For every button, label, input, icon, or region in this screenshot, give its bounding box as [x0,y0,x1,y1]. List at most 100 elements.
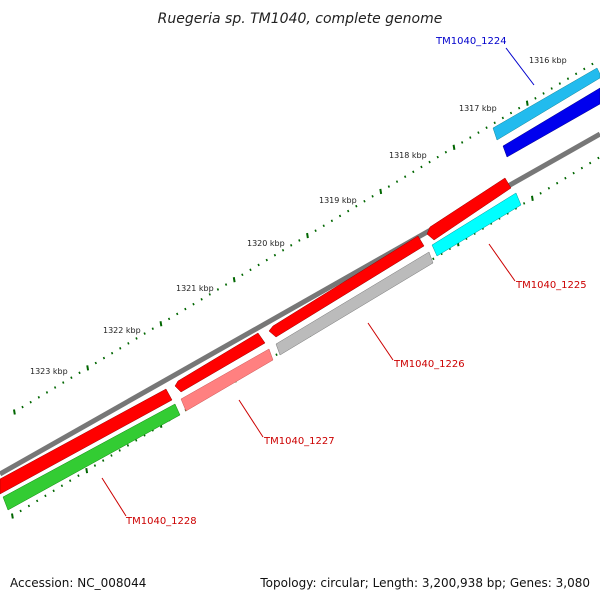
gene-1225-inner-strand[interactable] [431,192,522,257]
gene-1225-label: TM1040_1225 [515,280,587,291]
outer-ring-major-tick [159,321,163,327]
outer-ring-minor-tick [216,288,220,291]
inner-ring-minor-tick [19,509,22,513]
outer-ring-major-tick [452,144,456,150]
gene-tm1040-1226[interactable]: TM1040_1226 [268,235,465,370]
outer-ring-minor-tick [241,273,244,277]
outer-ring-minor-tick [135,337,138,340]
gene-1227-label: TM1040_1227 [263,436,335,447]
outer-ring-minor-tick [436,155,439,159]
outer-ring-minor-tick [37,395,40,399]
outer-ring-minor-tick [591,62,594,66]
outer-ring-minor-tick [184,307,187,311]
kbp-label-1316: 1316 kbp [529,56,567,65]
inner-ring-minor-tick [135,439,138,442]
outer-ring-minor-tick [461,141,464,144]
outer-ring-minor-tick [501,116,504,120]
outer-ring-minor-tick [45,391,49,394]
outer-ring-minor-tick [298,239,301,242]
outer-ring-minor-tick [21,405,24,409]
kbp-label-1319: 1319 kbp [319,196,357,205]
gene-1226-inner-strand[interactable] [275,251,434,356]
kbp-label-1320: 1320 kbp [247,239,285,248]
inner-ring-minor-tick [110,454,113,457]
outer-ring-major-tick [86,365,90,371]
gene-1227-pointer [238,399,264,438]
outer-ring-minor-tick [70,376,73,379]
outer-ring-minor-tick [420,165,423,169]
outer-ring-minor-tick [249,268,252,272]
map-title: Ruegeria sp. TM1040, complete genome [158,11,443,27]
inner-ring-minor-tick [126,444,130,447]
gene-tm1040-1225[interactable]: TM1040_1225 [426,177,587,291]
inner-ring-minor-tick [275,353,278,356]
outer-ring-minor-tick [574,72,578,76]
outer-ring-minor-tick [395,180,399,183]
inner-ring-minor-tick [589,161,592,165]
inner-ring-minor-tick [118,449,121,452]
gene-1226-pointer [367,322,394,361]
gene-1225-outer-strand[interactable] [426,177,512,241]
outer-ring-minor-tick [485,126,488,130]
gene-1226-label: TM1040_1226 [393,359,465,370]
inner-ring-minor-tick [597,156,600,160]
gene-1224-inner-strand[interactable] [502,87,600,158]
inner-ring-minor-tick [36,499,39,503]
outer-ring-minor-tick [566,77,570,81]
inner-ring-minor-tick [60,484,64,488]
gene-tm1040-1228[interactable]: TM1040_1228 [0,388,197,527]
inner-ring-major-tick [11,513,14,519]
topology-summary-text: Topology: circular; Length: 3,200,938 bp… [260,576,590,590]
outer-ring-minor-tick [127,342,130,345]
outer-ring-minor-tick [428,160,431,164]
outer-ring-minor-tick [273,253,277,257]
outer-ring-minor-tick [558,82,561,85]
gene-tm1040-1224[interactable]: TM1040_1224 [435,36,600,158]
outer-ring-minor-tick [493,121,496,125]
outer-ring-minor-tick [583,67,586,71]
outer-ring-major-tick [379,188,383,195]
inner-ring-minor-tick [52,489,55,493]
inner-ring-minor-tick [547,186,551,190]
inner-ring-minor-tick [432,257,435,261]
inner-ring-minor-tick [522,202,526,205]
gene-1224-pointer [505,47,535,86]
inner-ring-minor-tick [102,459,105,462]
outer-ring-minor-tick [314,229,317,232]
outer-ring-minor-tick [404,175,407,179]
outer-ring-minor-tick [151,327,154,330]
gene-1226-outer-strand[interactable] [268,235,425,338]
kbp-label-1318: 1318 kbp [389,151,427,160]
gene-1224-outer-strand[interactable] [492,67,600,141]
inner-ring-minor-tick [580,166,584,170]
gene-1227-outer-strand[interactable] [174,332,266,393]
outer-ring-major-tick [13,409,16,415]
gene-1225-pointer [488,243,516,282]
outer-ring-minor-tick [363,199,366,203]
gene-1228-outer-strand[interactable] [0,388,173,495]
outer-ring-minor-tick [281,248,285,252]
inner-ring-minor-tick [93,464,97,467]
gene-1228-label: TM1040_1228 [125,516,197,527]
outer-tick-ring [13,62,594,415]
outer-ring-major-tick [525,100,529,106]
outer-ring-minor-tick [330,219,334,223]
gene-1227-inner-strand[interactable] [180,348,274,412]
outer-ring-major-tick [232,277,236,283]
outer-ring-minor-tick [469,136,472,139]
outer-ring-minor-tick [119,346,122,350]
outer-ring-minor-tick [542,92,545,95]
inner-ring-minor-tick [69,479,72,483]
outer-ring-minor-tick [444,150,448,154]
inner-ring-minor-tick [555,181,559,185]
gene-1228-inner-strand[interactable] [2,403,181,511]
outer-ring-minor-tick [29,400,32,404]
outer-ring-minor-tick [355,204,358,208]
gene-tm1040-1227[interactable]: TM1040_1227 [174,332,335,447]
outer-ring-minor-tick [322,224,325,228]
outer-ring-minor-tick [534,97,537,100]
kbp-label-1317: 1317 kbp [459,104,497,113]
outer-ring-minor-tick [290,244,293,247]
gene-1228-pointer [101,477,127,517]
